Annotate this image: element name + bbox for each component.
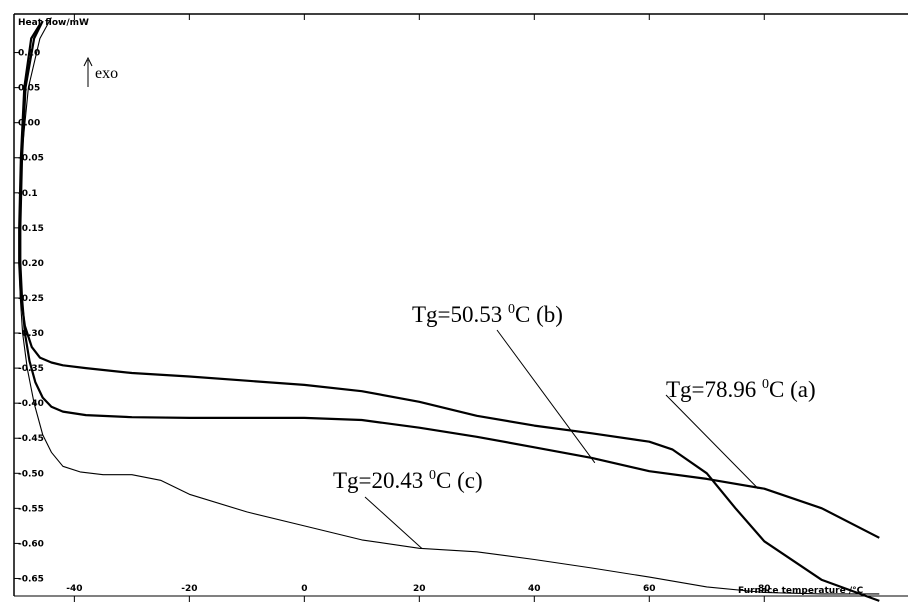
x-tick-label: 60 <box>643 584 656 594</box>
series-line-a <box>19 20 880 539</box>
tg-annotation-b: Tg=50.53 0C (b) <box>412 302 563 327</box>
tg-value: Tg=78.96 <box>666 377 762 402</box>
y-tick-label: -0.55 <box>18 504 44 514</box>
degree-superscript: 0 <box>762 377 769 392</box>
x-tick-label: 80 <box>758 584 771 594</box>
x-tick-label: -40 <box>66 584 82 594</box>
series-group <box>18 17 880 602</box>
leader-line-c <box>364 496 423 549</box>
exo-label: exo <box>95 65 118 82</box>
x-axis-ticks: -40 -20 0 20 40 60 80 <box>66 14 771 602</box>
y-tick-label: -0.30 <box>18 329 44 339</box>
exo-arrow-icon <box>83 56 93 67</box>
y-axis-title: Heat flow/mW <box>18 18 89 28</box>
y-tick-label: 0.05 <box>18 84 40 94</box>
x-tick-label: 40 <box>528 584 541 594</box>
tg-value: Tg=20.43 <box>333 468 429 493</box>
x-tick-label: -20 <box>181 584 197 594</box>
x-axis-title: Furnace temperature /°C <box>738 586 864 596</box>
x-tick-label: 0 <box>301 584 307 594</box>
plot-frame <box>13 13 908 597</box>
y-tick-label: -0.40 <box>18 399 44 409</box>
y-tick-label: -0.05 <box>18 154 44 164</box>
tg-unit: C (b) <box>515 302 563 327</box>
leader-line-b <box>496 329 596 464</box>
y-tick-label: -0.15 <box>18 224 44 234</box>
degree-superscript: 0 <box>429 468 436 483</box>
y-tick-label: 0.00 <box>18 119 40 129</box>
degree-superscript: 0 <box>508 302 515 317</box>
y-axis-ticks: 0.100.050.00-0.05-0.1-0.15-0.20-0.25-0.3… <box>14 49 44 584</box>
series-line-c <box>18 17 880 595</box>
y-tick-label: -0.1 <box>18 189 38 199</box>
tg-annotation-c: Tg=20.43 0C (c) <box>333 468 483 493</box>
y-tick-label: -0.65 <box>18 574 44 584</box>
y-tick-label: -0.60 <box>18 539 44 549</box>
y-tick-label: -0.45 <box>18 434 44 444</box>
tg-unit: C (a) <box>769 377 816 402</box>
tg-value: Tg=50.53 <box>412 302 508 327</box>
y-tick-label: -0.20 <box>18 259 44 269</box>
tg-unit: C (c) <box>436 468 483 493</box>
annotations-group: Tg=50.53 0C (b)Tg=78.96 0C (a)Tg=20.43 0… <box>333 302 816 549</box>
leader-line-a <box>665 394 759 490</box>
x-tick-label: 20 <box>413 584 426 594</box>
tg-annotation-a: Tg=78.96 0C (a) <box>666 377 816 402</box>
y-tick-label: -0.50 <box>18 469 44 479</box>
y-tick-label: -0.25 <box>18 294 44 304</box>
exo-indicator: exo <box>83 56 118 87</box>
